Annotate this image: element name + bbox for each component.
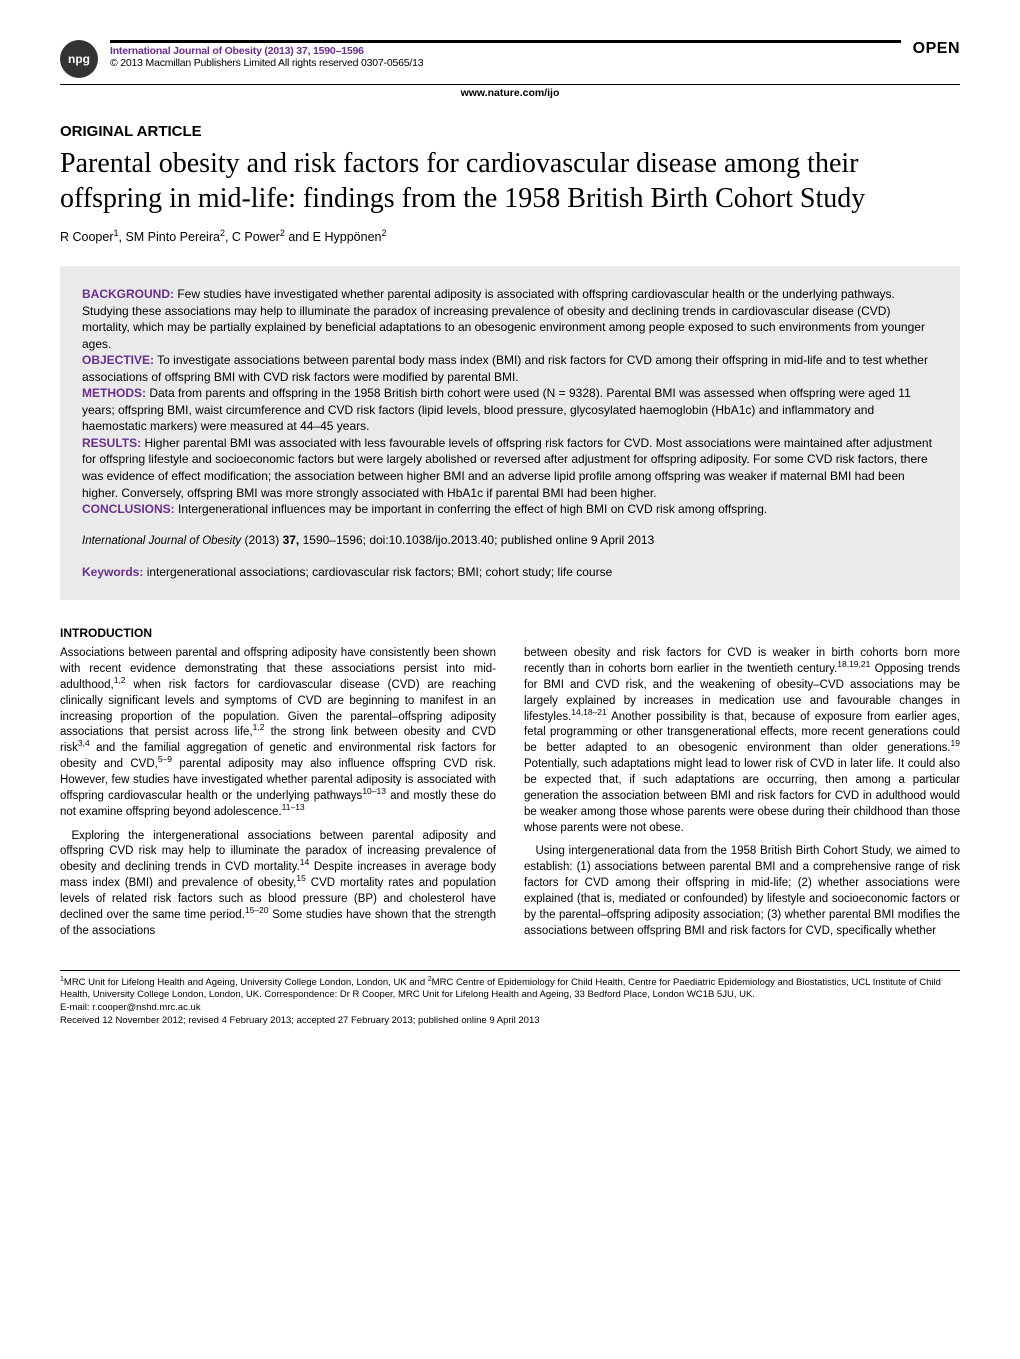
citation-volume: 37, — [283, 533, 300, 547]
body-columns: Associations between parental and offspr… — [60, 646, 960, 947]
background-label: BACKGROUND: — [82, 287, 174, 301]
citation-pages: 1590–1596; doi:10.1038/ijo.2013.40; publ… — [303, 533, 655, 547]
conclusions-label: CONCLUSIONS: — [82, 502, 175, 516]
journal-url[interactable]: www.nature.com/ijo — [60, 84, 960, 99]
keywords-text: intergenerational associations; cardiova… — [147, 565, 613, 579]
citation-journal: International Journal of Obesity — [82, 535, 241, 547]
body-para-3: between obesity and risk factors for CVD… — [524, 646, 960, 836]
abstract-structured: BACKGROUND: Few studies have investigate… — [82, 286, 938, 518]
copyright-line: © 2013 Macmillan Publishers Limited All … — [110, 57, 901, 69]
header-bar: npg International Journal of Obesity (20… — [60, 40, 960, 78]
page-root: npg International Journal of Obesity (20… — [0, 0, 1020, 1058]
results-text: Higher parental BMI was associated with … — [82, 436, 932, 500]
footer-block: 1MRC Unit for Lifelong Health and Ageing… — [60, 977, 960, 1028]
citation-year: (2013) — [245, 533, 280, 547]
body-para-4: Using intergenerational data from the 19… — [524, 844, 960, 939]
author-list: R Cooper1, SM Pinto Pereira2, C Power2 a… — [60, 230, 960, 244]
footer-divider — [60, 970, 960, 971]
methods-text: Data from parents and offspring in the 1… — [82, 386, 911, 433]
methods-label: METHODS: — [82, 386, 146, 400]
affiliations: 1MRC Unit for Lifelong Health and Ageing… — [60, 977, 960, 1003]
open-access-label: OPEN — [913, 40, 960, 58]
keywords-label: Keywords: — [82, 565, 143, 579]
objective-text: To investigate associations between pare… — [82, 353, 928, 384]
npg-logo-icon: npg — [60, 40, 98, 78]
introduction-heading: INTRODUCTION — [60, 626, 960, 640]
journal-reference: International Journal of Obesity (2013) … — [110, 45, 901, 57]
correspondence-email[interactable]: E-mail: r.cooper@nshd.mrc.ac.uk — [60, 1002, 960, 1015]
body-para-2: Exploring the intergenerational associat… — [60, 829, 496, 940]
journal-info: International Journal of Obesity (2013) … — [110, 40, 901, 69]
abstract-box: BACKGROUND: Few studies have investigate… — [60, 266, 960, 600]
keywords-line: Keywords: intergenerational associations… — [82, 564, 938, 581]
conclusions-text: Intergenerational influences may be impo… — [178, 502, 767, 516]
objective-label: OBJECTIVE: — [82, 353, 154, 367]
background-text: Few studies have investigated whether pa… — [82, 287, 925, 351]
article-title: Parental obesity and risk factors for ca… — [60, 146, 960, 216]
results-label: RESULTS: — [82, 436, 141, 450]
article-type-label: ORIGINAL ARTICLE — [60, 123, 960, 140]
publication-dates: Received 12 November 2012; revised 4 Feb… — [60, 1015, 960, 1028]
citation-line: International Journal of Obesity (2013) … — [82, 532, 938, 550]
body-para-1: Associations between parental and offspr… — [60, 646, 496, 820]
